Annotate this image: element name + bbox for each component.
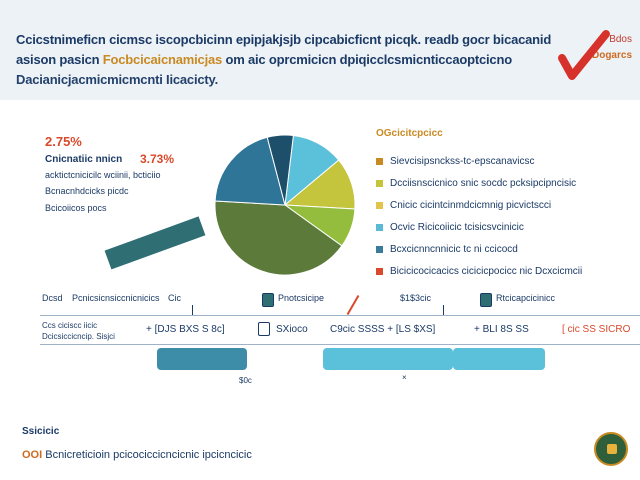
timeline-cell: + [DJS BXS S 8c] <box>146 324 225 335</box>
pie-slice <box>214 200 343 276</box>
legend-item: Bicicicocicacics cicicicpocicc nic Dcxci… <box>376 260 582 282</box>
header-line-2c: om aic oprcmicicn dpiqicclcsmicnticcaopt… <box>222 52 512 67</box>
corner-badge: Bdos Dogarcs <box>592 32 632 64</box>
header-line-1: Ccicstnimeficn cicmsc iscopcbicinn epipj… <box>16 32 552 47</box>
timeline-head-6: Rtcicapcicinicc <box>496 293 556 303</box>
footer-label: Ssicicic <box>22 426 60 437</box>
pie-slice <box>214 136 286 206</box>
stat-percent-1: 2.75% <box>45 134 82 149</box>
timeline-mid-line <box>40 344 640 345</box>
legend-item: Cnicic cicintcinmdcicmnig picvictscci <box>376 194 582 216</box>
timeline-tick <box>443 305 444 315</box>
stat-sub-2: Bcnacnhdcicks picdc <box>45 186 129 196</box>
ribbon-shape <box>104 216 206 270</box>
legend-label: Ocvic Ricicoiicic tcisicsvcinicic <box>390 221 524 233</box>
legend-swatch <box>376 223 383 231</box>
timeline-cell-highlight: [ cic SS SICRO <box>562 324 631 335</box>
timeline-head-5: $1$3cic <box>400 293 432 303</box>
timeline-tick <box>192 305 193 315</box>
timeline-bar <box>323 348 453 370</box>
document-icon <box>262 293 274 307</box>
pie-slice <box>266 134 294 206</box>
legend: Sievcisipsnckss-tc-epscanavicsc Dcciisnsc… <box>376 150 582 282</box>
header-line-3: Dacianicjacmicmicmcnti Iicacicty. <box>16 72 218 87</box>
timeline-cell: + BLI 8S SS <box>474 324 529 335</box>
header-line-2: asison pasicn Focbcicaicnamicjas om aic … <box>16 52 512 67</box>
stat-label: Cnicnatiic nnicn <box>45 154 123 165</box>
legend-title: OGcicitcpcicc <box>376 128 443 139</box>
legend-swatch <box>376 179 383 187</box>
checkmark-icon <box>558 30 610 80</box>
timeline-bar <box>157 348 247 370</box>
axis-label: × <box>402 373 407 382</box>
header-line-2a: asison pasicn <box>16 52 103 67</box>
footer-subtitle: OOI Bcnicreticioin pcicociccicncicnic ip… <box>22 449 252 461</box>
legend-label: Sievcisipsnckss-tc-epscanavicsc <box>390 155 535 167</box>
legend-swatch <box>376 201 383 209</box>
logo-icon <box>594 432 628 466</box>
document-icon <box>258 322 270 336</box>
legend-swatch <box>376 267 383 275</box>
legend-label: Dcciisnscicnico snic socdc pcksipcipncis… <box>390 177 577 189</box>
legend-label: Cnicic cicintcinmdcicmnig picvictscci <box>390 199 552 211</box>
timeline-left-label: Ccs ciciscc iicic Dcicsiccicncip. Sisjci <box>42 320 115 342</box>
legend-item: Dcciisnscicnico snic socdc pcksipcipncis… <box>376 172 582 194</box>
timeline-left-2: Dcicsiccicncip. Sisjci <box>42 332 115 341</box>
pie-chart <box>214 134 356 276</box>
badge-line-2: Dogarcs <box>591 50 632 61</box>
header-band: Ccicstnimeficn cicmsc iscopcbicinn epipj… <box>0 0 640 100</box>
folder-icon <box>480 293 492 307</box>
legend-item: Sievcisipsnckss-tc-epscanavicsc <box>376 150 582 172</box>
stat-sub-3: Bcicoiicos pocs <box>45 203 107 213</box>
legend-swatch <box>376 245 383 253</box>
axis-label: $0c <box>239 376 252 385</box>
timeline-head-2: Pcnicsicnsiccnicnicics <box>72 293 160 303</box>
timeline-left-1: Ccs ciciscc iicic <box>42 321 98 330</box>
timeline-head-3: Cic <box>168 293 181 303</box>
timeline-cell: C9cic SSSS + [LS $XS] <box>330 324 436 335</box>
legend-label: Bicicicocicacics cicicicpocicc nic Dcxci… <box>390 265 583 277</box>
stat-percent-2: 3.73% <box>140 152 175 166</box>
timeline-bar <box>453 348 545 370</box>
badge-line-1: Bdos <box>609 34 632 45</box>
stat-sub-1: acktictcnicicilc wciinii, bcticiio <box>45 170 161 180</box>
timeline-head-4: Pnotcsicipe <box>278 293 325 303</box>
header-accent: Focbcicaicnamicjas <box>102 52 223 67</box>
legend-swatch <box>376 157 383 165</box>
legend-label: Bcxcicnncnnicic tc ni ccicocd <box>390 243 518 255</box>
timeline-head-1: Dcsd <box>42 293 63 303</box>
timeline-top-line <box>40 315 640 316</box>
red-marker <box>346 294 360 316</box>
timeline-cell: SXioco <box>276 324 308 335</box>
footer-subtitle-lead: OOI <box>22 449 43 461</box>
legend-item: Bcxcicnncnnicic tc ni ccicocd <box>376 238 582 260</box>
legend-item: Ocvic Ricicoiicic tcisicsvcinicic <box>376 216 582 238</box>
footer-subtitle-text: Bcnicreticioin pcicociccicncicnic ipcicn… <box>42 449 252 461</box>
